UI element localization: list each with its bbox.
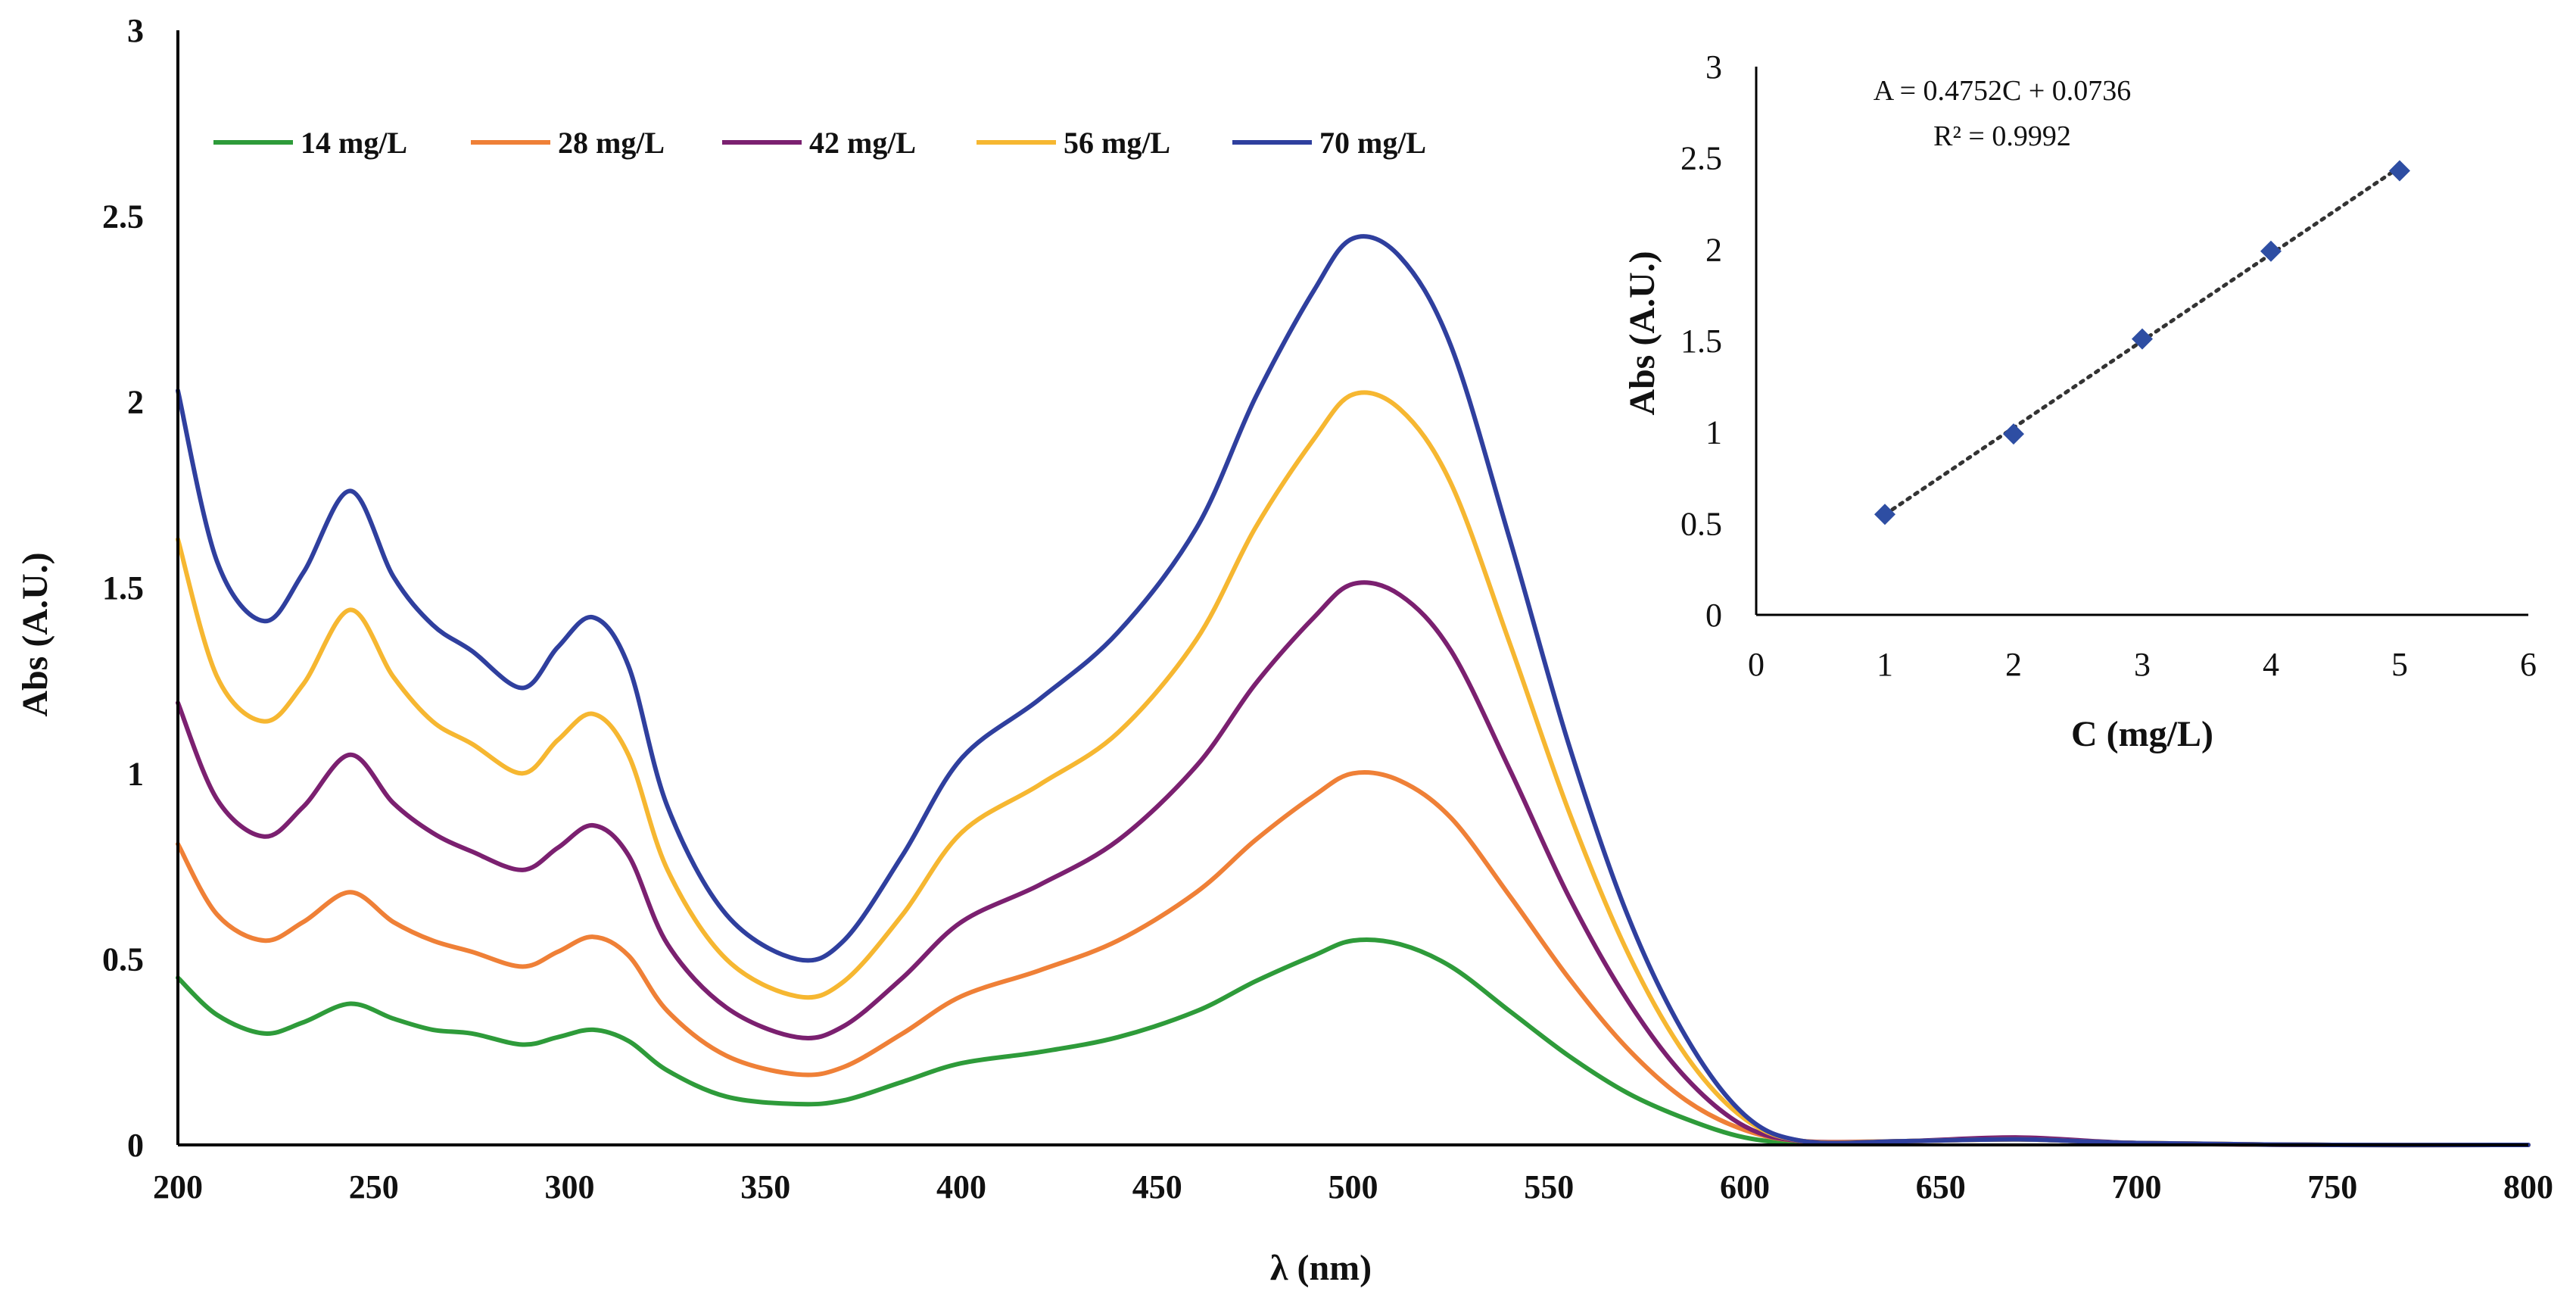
legend-label-28-mg-l: 28 mg/L (558, 126, 665, 160)
main-y-axis-title: Abs (A.U.) (15, 552, 55, 716)
inset-point-5 (2389, 160, 2410, 182)
main-y-tick-label-0-5: 0.5 (102, 941, 144, 978)
inset-x-axis-title: C (mg/L) (2071, 714, 2213, 754)
main-series-group (176, 234, 2531, 1148)
inset-x-tick-label-0: 0 (1748, 646, 1765, 683)
regression-equation: A = 0.4752C + 0.0736 (1874, 75, 2132, 107)
main-y-tick-label-2: 2 (127, 384, 144, 421)
inset-x-tick-label-3: 3 (2134, 646, 2151, 683)
main-x-tick-label-200: 200 (153, 1168, 203, 1206)
main-y-tick-label-1-5: 1.5 (102, 569, 144, 607)
main-y-tick-label-3: 3 (127, 12, 144, 49)
inset-y-axis-title: Abs (A.U.) (1622, 251, 1662, 415)
inset-x-tick-label-6: 6 (2520, 646, 2537, 683)
inset-x-tick-label-5: 5 (2391, 646, 2408, 683)
main-x-tick-labels: 200 250 300 350 400 450 500 550 600 650 700 750 800 (153, 1168, 2553, 1206)
inset-y-tick-label-3: 3 (1705, 48, 1722, 86)
main-y-tick-label-2-5: 2.5 (102, 198, 144, 235)
inset-point-2 (2003, 423, 2024, 445)
main-x-axis-title: λ (nm) (1270, 1248, 1372, 1288)
main-x-tick-label-800: 800 (2503, 1168, 2553, 1206)
inset-data-points (1874, 160, 2410, 526)
main-x-tick-label-250: 250 (349, 1168, 399, 1206)
inset-y-tick-label-0-5: 0.5 (1680, 505, 1722, 542)
series-line-70-mg-l (176, 234, 2531, 1148)
inset-x-tick-label-4: 4 (2263, 646, 2279, 683)
inset-y-tick-label-1: 1 (1705, 414, 1722, 451)
inset-x-tick-label-1: 1 (1877, 646, 1893, 683)
inset-y-tick-labels: 0 0.5 1 1.5 2 2.5 3 (1680, 48, 1722, 634)
main-x-tick-label-400: 400 (936, 1168, 986, 1206)
legend-label-42-mg-l: 42 mg/L (809, 126, 916, 160)
inset-x-tick-label-2: 2 (2005, 646, 2022, 683)
inset-point-1 (1874, 504, 1895, 526)
inset-y-tick-label-1-5: 1.5 (1680, 323, 1722, 360)
main-spectrum-chart: 200 250 300 350 400 450 500 550 600 650 700 750 800 … (15, 12, 2553, 1288)
main-y-tick-labels: 0 0.5 1 1.5 2 2.5 3 (102, 12, 144, 1164)
inset-point-4 (2260, 240, 2282, 262)
legend: 14 mg/L 28 mg/L 42 mg/L 56 mg/L 70 mg/L (213, 126, 1426, 160)
main-x-tick-label-650: 650 (1916, 1168, 1966, 1206)
main-x-tick-label-450: 450 (1132, 1168, 1182, 1206)
inset-x-tick-labels: 0 1 2 3 4 5 6 (1748, 646, 2537, 683)
main-x-tick-label-350: 350 (740, 1168, 790, 1206)
r-squared-value: R² = 0.9992 (1933, 120, 2071, 152)
main-x-tick-label-300: 300 (545, 1168, 595, 1206)
legend-label-56-mg-l: 56 mg/L (1064, 126, 1170, 160)
main-y-tick-label-0: 0 (127, 1127, 144, 1164)
inset-y-tick-label-2-5: 2.5 (1680, 140, 1722, 177)
main-x-tick-label-750: 750 (2307, 1168, 2357, 1206)
calibration-inset-chart: 0 1 2 3 4 5 6 0 0.5 1 1.5 2 2.5 3 C (mg/L) Abs (A.U.… (1622, 48, 2537, 754)
legend-label-14-mg-l: 14 mg/L (301, 126, 407, 160)
legend-label-70-mg-l: 70 mg/L (1319, 126, 1426, 160)
inset-point-3 (2132, 328, 2153, 350)
main-x-tick-label-700: 700 (2112, 1168, 2162, 1206)
main-y-tick-label-1: 1 (127, 755, 144, 792)
main-x-tick-label-500: 500 (1328, 1168, 1378, 1206)
inset-y-tick-label-2: 2 (1705, 231, 1722, 268)
main-x-tick-label-600: 600 (1720, 1168, 1770, 1206)
inset-y-tick-label-0: 0 (1705, 597, 1722, 634)
main-x-tick-label-550: 550 (1524, 1168, 1574, 1206)
